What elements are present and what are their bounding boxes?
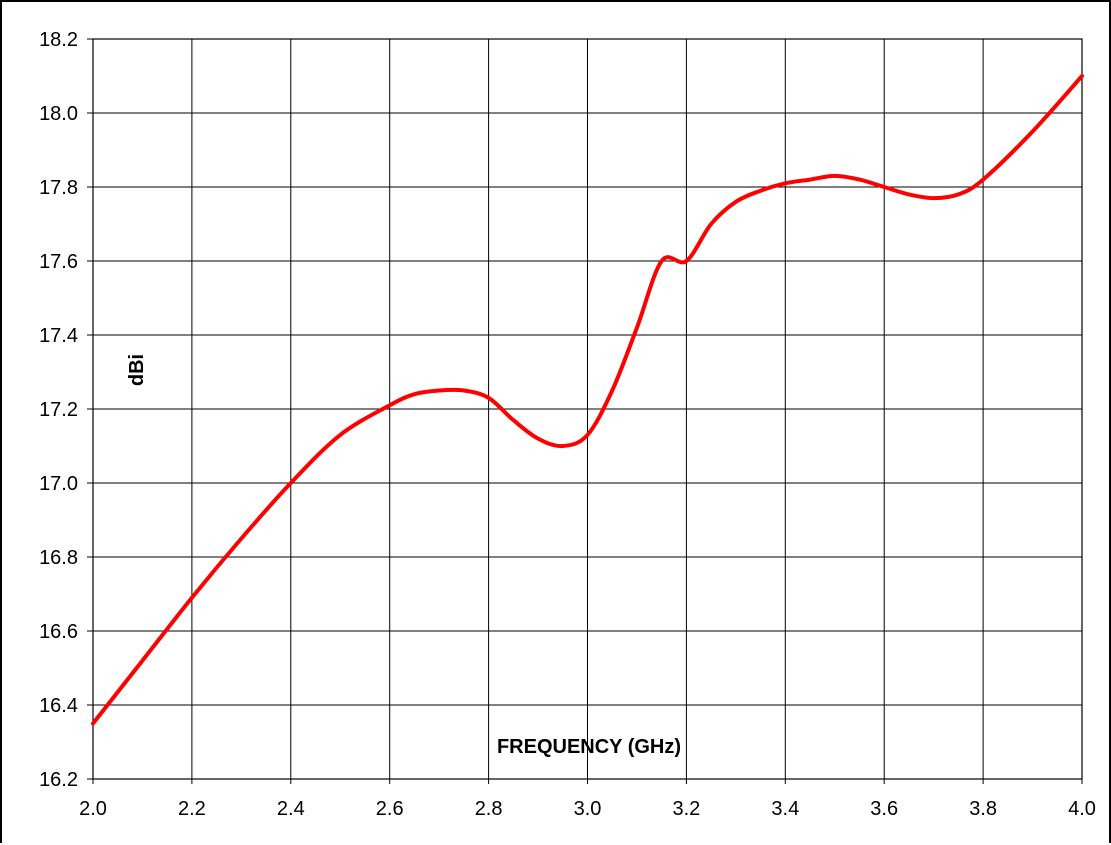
y-axis-title: dBi	[126, 354, 148, 386]
grid	[87, 38, 1083, 784]
x-tick-label: 3.2	[672, 798, 700, 820]
x-axis-title: FREQUENCY (GHz)	[497, 736, 681, 758]
tick-labels: 2.0 2.2 2.4 2.6 2.8 3.0 3.2 3.4 3.6 3.8 4.0 16.2 16.…	[39, 29, 1096, 820]
x-tick-label: 2.0	[79, 798, 107, 820]
x-tick-label: 3.0	[574, 798, 602, 820]
y-tick-label: 18.2	[39, 29, 78, 51]
y-tick-label: 18.0	[39, 103, 78, 125]
y-tick-label: 17.4	[39, 325, 78, 347]
y-tick-label: 16.8	[39, 547, 78, 569]
x-tick-label: 3.4	[771, 798, 799, 820]
series-line-0	[91, 74, 1084, 726]
x-tick-label: 2.8	[475, 798, 503, 820]
y-tick-label: 16.2	[39, 769, 78, 791]
y-tick-label: 17.2	[39, 399, 78, 421]
x-tick-label: 3.6	[870, 798, 898, 820]
plot-area-border	[92, 38, 1083, 780]
y-tick-label: 17.8	[39, 177, 78, 199]
y-tick-label: 17.6	[39, 251, 78, 273]
x-tick-label: 2.6	[376, 798, 404, 820]
x-tick-label: 4.0	[1068, 798, 1096, 820]
x-tick-label: 3.8	[969, 798, 997, 820]
x-tick-label: 2.4	[277, 798, 305, 820]
series-layer	[91, 74, 1084, 726]
x-tick-label: 2.2	[178, 798, 206, 820]
y-tick-label: 17.0	[39, 473, 78, 495]
y-tick-label: 16.6	[39, 621, 78, 643]
y-tick-label: 16.4	[39, 695, 78, 717]
